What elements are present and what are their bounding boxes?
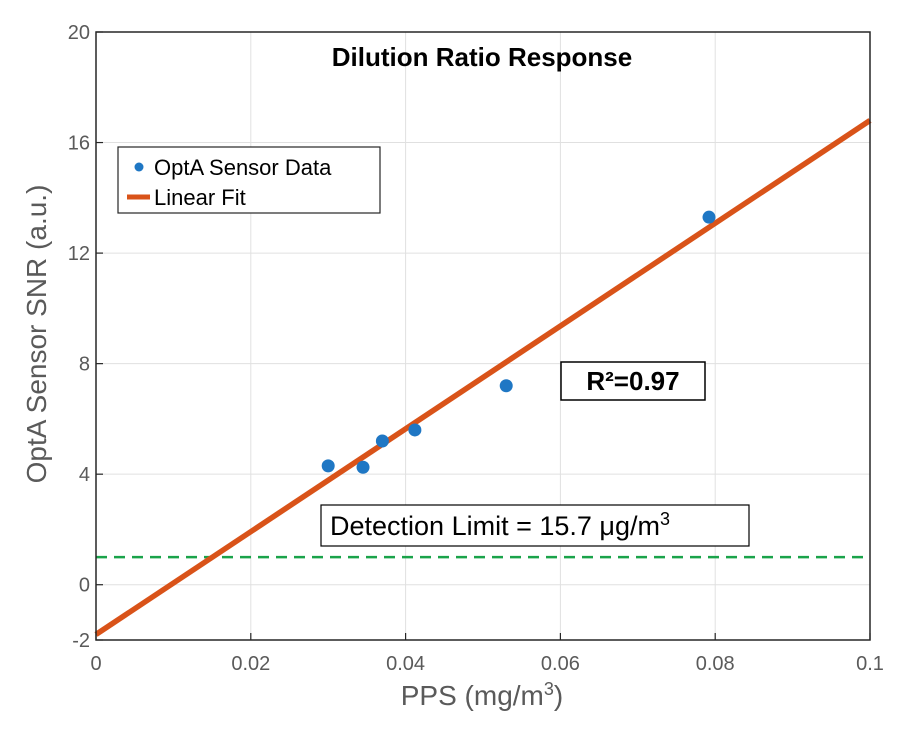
r2-box [560,361,706,401]
y-axis-label: OptA Sensor SNR (a.u.) [21,185,52,484]
y-ticks: -2 0 4 8 12 16 20 [68,22,103,652]
data-point [499,379,513,393]
y-tick-label: 12 [68,243,90,265]
x-tick-label: 0.1 [856,653,884,675]
x-axis-label-sup: 3 [544,679,554,699]
linear-fit-line [94,118,872,637]
legend: OptA Sensor Data Linear Fit [117,146,381,214]
r2-text: R²=0.97 [586,366,679,396]
data-point [375,434,389,448]
series-layer [94,118,872,637]
y-tick-label: -2 [72,630,90,652]
legend-label-scatter: OptA Sensor Data [154,155,332,180]
plot-frame [95,31,871,641]
legend-label-line: Linear Fit [154,185,246,210]
data-point [321,459,335,473]
y-tick-label: 4 [79,464,90,486]
legend-marker-scatter [134,162,144,172]
x-tick-label: 0.06 [541,653,580,675]
y-tick-label: 16 [68,133,90,155]
y-tick-label: 0 [79,575,90,597]
x-axis-label: PPS (mg/m3) [401,679,563,711]
x-ticks: 0 0.02 0.04 0.06 0.08 0.1 [90,633,884,675]
x-tick-label: 0.02 [231,653,270,675]
x-axis-label-end: ) [554,680,563,711]
y-tick-label: 20 [68,22,90,44]
detection-text-sup: 3 [660,509,670,529]
detection-box [320,504,750,547]
x-tick-label: 0.08 [696,653,735,675]
x-axis-label-main: PPS (mg/m [401,680,544,711]
data-point [356,460,370,474]
data-point [702,210,716,224]
chart-title: Dilution Ratio Response [332,42,632,72]
r2-annotation: R²=0.97 [560,361,706,401]
data-point [408,423,422,437]
detection-text: Detection Limit = 15.7 μg/m3 [330,509,670,541]
x-tick-label: 0 [90,653,101,675]
x-tick-label: 0.04 [386,653,425,675]
detection-limit-annotation: Detection Limit = 15.7 μg/m3 [320,504,750,547]
y-tick-label: 8 [79,354,90,376]
detection-text-main: Detection Limit = 15.7 μg/m [330,511,660,541]
legend-box [117,146,381,214]
